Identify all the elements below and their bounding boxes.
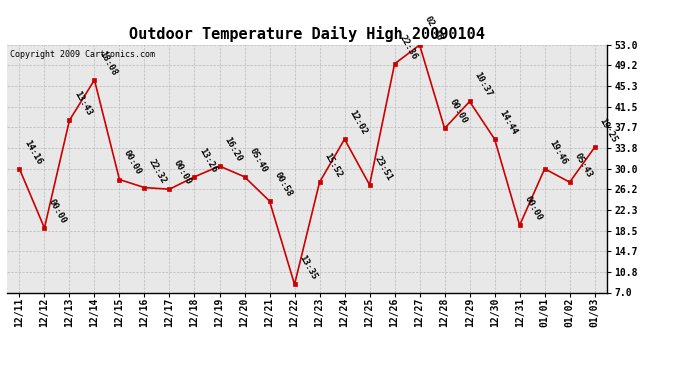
Text: 00:00: 00:00 xyxy=(122,149,144,177)
Text: Copyright 2009 Cartronics.com: Copyright 2009 Cartronics.com xyxy=(10,50,155,59)
Text: 05:43: 05:43 xyxy=(573,152,593,179)
Text: 00:00: 00:00 xyxy=(172,159,193,186)
Text: 14:16: 14:16 xyxy=(22,138,43,166)
Text: 00:58: 00:58 xyxy=(273,171,293,198)
Text: 19:46: 19:46 xyxy=(547,138,569,166)
Text: 02:46: 02:46 xyxy=(422,15,444,42)
Text: 22:36: 22:36 xyxy=(397,33,419,61)
Text: 23:51: 23:51 xyxy=(373,154,393,182)
Title: Outdoor Temperature Daily High 20090104: Outdoor Temperature Daily High 20090104 xyxy=(129,27,485,42)
Text: 00:00: 00:00 xyxy=(447,98,469,126)
Text: 16:20: 16:20 xyxy=(222,135,244,163)
Text: 13:35: 13:35 xyxy=(297,254,319,282)
Text: 00:00: 00:00 xyxy=(522,195,544,222)
Text: 13:43: 13:43 xyxy=(72,90,93,117)
Text: 12:02: 12:02 xyxy=(347,109,368,136)
Text: 15:52: 15:52 xyxy=(322,152,344,179)
Text: 10:37: 10:37 xyxy=(473,71,493,99)
Text: 05:40: 05:40 xyxy=(247,146,268,174)
Text: 22:32: 22:32 xyxy=(147,157,168,185)
Text: 14:44: 14:44 xyxy=(497,109,519,136)
Text: 19:25: 19:25 xyxy=(598,117,619,144)
Text: 13:26: 13:26 xyxy=(197,146,219,174)
Text: 18:08: 18:08 xyxy=(97,50,119,77)
Text: 00:00: 00:00 xyxy=(47,197,68,225)
